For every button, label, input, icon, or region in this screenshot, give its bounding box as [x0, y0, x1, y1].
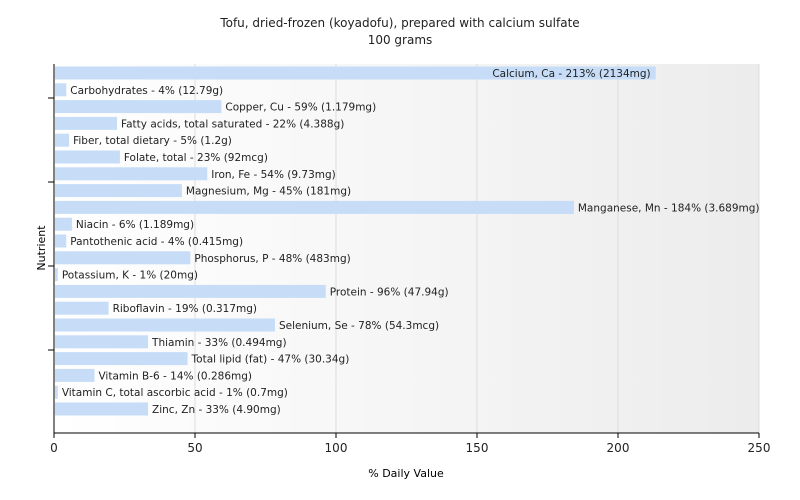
- bar: [55, 83, 67, 97]
- bar: [55, 268, 58, 282]
- bar: [55, 184, 182, 198]
- bar: [55, 167, 208, 181]
- bar-label: Phosphorus, P - 48% (483mg): [194, 253, 350, 265]
- bar: [55, 133, 70, 147]
- bar-label: Magnesium, Mg - 45% (181mg): [186, 186, 351, 198]
- bar: [55, 284, 326, 298]
- bar: [55, 150, 120, 164]
- x-tick-label: 0: [50, 441, 58, 455]
- x-tick-label: 100: [325, 441, 348, 455]
- chart-subtitle: 100 grams: [367, 33, 433, 47]
- bar: [55, 352, 188, 366]
- x-tick-label: 150: [466, 441, 489, 455]
- y-axis-label: Nutrient: [35, 225, 48, 271]
- bar-label: Total lipid (fat) - 47% (30.34g): [191, 354, 350, 366]
- bar: [55, 318, 275, 332]
- bar-label: Zinc, Zn - 33% (4.90mg): [152, 404, 281, 416]
- bar-label: Folate, total - 23% (92mcg): [124, 152, 268, 164]
- bar-label: Pantothenic acid - 4% (0.415mg): [70, 236, 243, 248]
- bar-label: Iron, Fe - 54% (9.73mg): [211, 169, 335, 181]
- bar-label: Carbohydrates - 4% (12.79g): [70, 85, 223, 97]
- bar: [55, 402, 149, 416]
- x-tick-label: 50: [187, 441, 202, 455]
- bar: [55, 234, 67, 248]
- bar: [55, 385, 58, 399]
- bar: [55, 200, 574, 214]
- bar-label: Copper, Cu - 59% (1.179mg): [225, 102, 376, 114]
- x-axis-label: % Daily Value: [368, 467, 444, 480]
- bar: [55, 116, 118, 130]
- bar: [55, 66, 656, 80]
- bar-label: Riboflavin - 19% (0.317mg): [113, 303, 257, 315]
- bar-label: Thiamin - 33% (0.494mg): [151, 337, 287, 349]
- bar-label: Fatty acids, total saturated - 22% (4.38…: [121, 118, 344, 130]
- bar: [55, 368, 95, 382]
- x-tick-label: 200: [607, 441, 630, 455]
- bar-label: Manganese, Mn - 184% (3.689mg): [578, 202, 760, 214]
- bar-label: Selenium, Se - 78% (54.3mcg): [279, 320, 439, 332]
- bar: [55, 217, 72, 231]
- bar: [55, 100, 222, 114]
- bar-label: Protein - 96% (47.94g): [330, 286, 449, 298]
- bar-label: Niacin - 6% (1.189mg): [76, 219, 194, 231]
- bar-label: Calcium, Ca - 213% (2134mg): [492, 68, 650, 80]
- chart-title: Tofu, dried-frozen (koyadofu), prepared …: [220, 16, 580, 30]
- bar-label: Fiber, total dietary - 5% (1.2g): [73, 135, 232, 147]
- x-tick-label: 250: [748, 441, 771, 455]
- bar: [55, 301, 109, 315]
- bar: [55, 335, 149, 349]
- bar-label: Vitamin C, total ascorbic acid - 1% (0.7…: [62, 387, 288, 399]
- plot-area: [54, 64, 759, 433]
- bar-label: Potassium, K - 1% (20mg): [62, 270, 198, 282]
- bar: [55, 251, 191, 265]
- bar-label: Vitamin B-6 - 14% (0.286mg): [98, 370, 252, 382]
